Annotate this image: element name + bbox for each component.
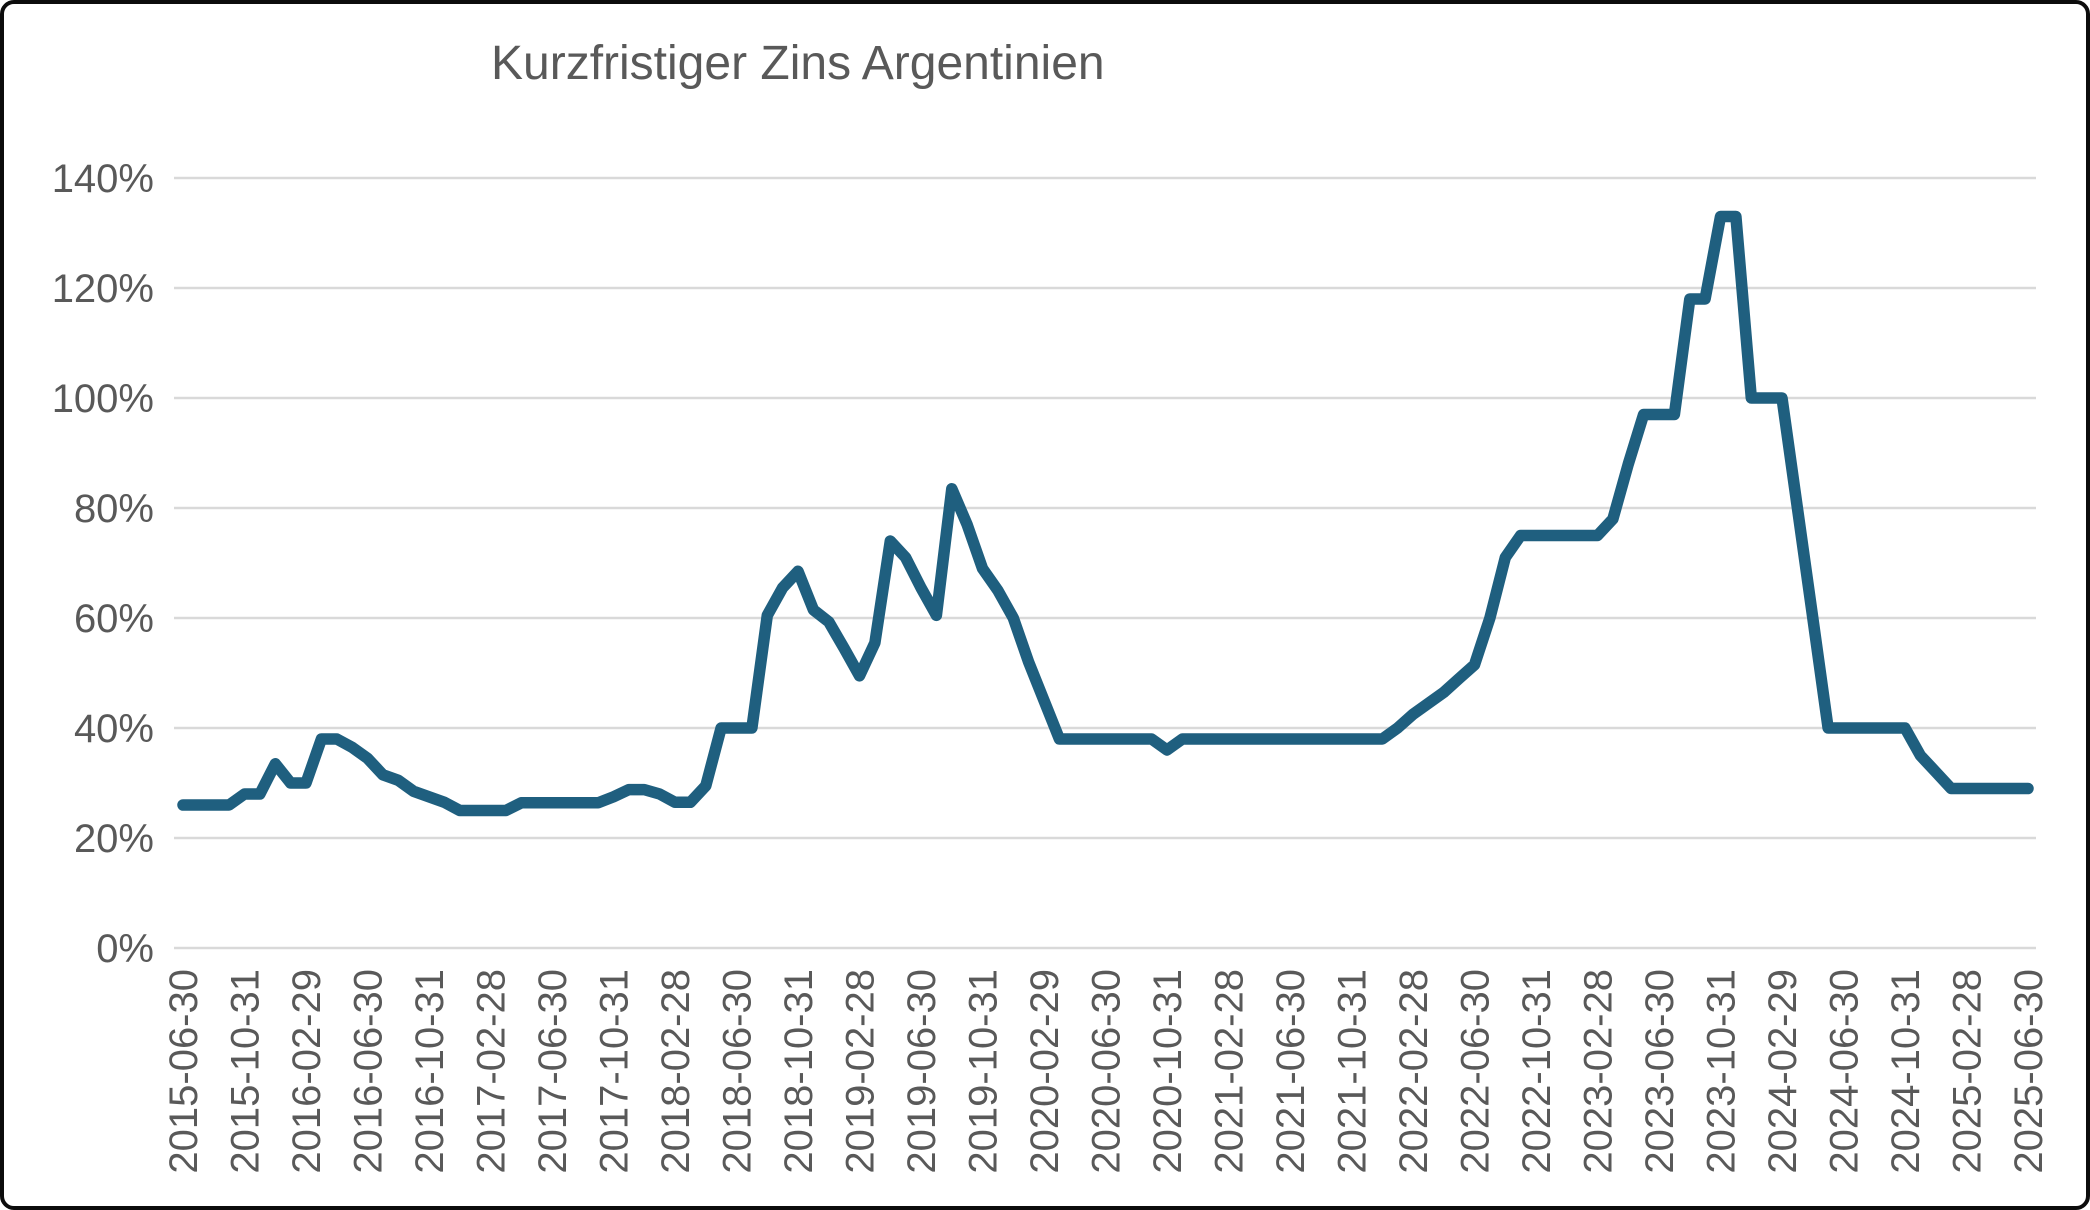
x-axis-tick-label: 2021-10-31	[1331, 969, 1375, 1174]
x-axis-tick-label: 2018-06-30	[716, 969, 760, 1174]
series-line	[177, 210, 2034, 817]
x-axis-tick-label: 2015-10-31	[224, 969, 268, 1174]
x-axis-tick-label: 2021-06-30	[1269, 969, 1313, 1174]
x-axis-tick-label: 2020-02-29	[1023, 969, 1067, 1174]
x-axis-tick-label: 2019-10-31	[962, 969, 1006, 1174]
x-axis-tick-label: 2016-06-30	[347, 969, 391, 1174]
x-axis-tick-label: 2025-02-28	[1946, 969, 1990, 1174]
x-axis-tick-label: 2023-02-28	[1577, 969, 1621, 1174]
x-axis-tick-label: 2016-10-31	[408, 969, 452, 1174]
x-axis-tick-label: 2017-10-31	[593, 969, 637, 1174]
x-axis-tick-label: 2018-10-31	[777, 969, 821, 1174]
chart-title: Kurzfristiger Zins Argentinien	[491, 37, 1105, 90]
y-axis-tick-label: 0%	[96, 927, 154, 971]
y-axis-tick-label: 120%	[52, 267, 154, 311]
x-axis-tick-label: 2022-06-30	[1454, 969, 1498, 1174]
x-axis-tick-label: 2023-06-30	[1638, 969, 1682, 1174]
y-axis-tick-label: 40%	[74, 707, 154, 751]
x-axis-tick-label: 2017-06-30	[531, 969, 575, 1174]
chart-canvas: 0% 20% 40% 60% 80% 100% 120% 140% 2015-06-30 2015…	[52, 157, 2051, 1174]
y-axis-tick-label: 140%	[52, 157, 154, 201]
y-axis-tick-label: 100%	[52, 377, 154, 421]
x-axis-tick-label: 2024-06-30	[1823, 969, 1867, 1174]
x-axis-tick-label: 2023-10-31	[1700, 969, 1744, 1174]
x-axis-tick-label: 2022-02-28	[1392, 969, 1436, 1174]
x-axis-tick-label: 2021-02-28	[1208, 969, 1252, 1174]
x-axis-tick-label: 2016-02-29	[285, 969, 329, 1174]
x-axis-tick-label: 2019-06-30	[900, 969, 944, 1174]
x-axis-tick-label: 2024-10-31	[1884, 969, 1928, 1174]
x-axis-tick-label: 2020-06-30	[1085, 969, 1129, 1174]
x-axis-tick-label: 2025-06-30	[2007, 969, 2051, 1174]
y-axis-tick-label: 80%	[74, 487, 154, 531]
x-axis-tick-label: 2020-10-31	[1146, 969, 1190, 1174]
x-axis-tick-label: 2022-10-31	[1515, 969, 1559, 1174]
x-axis-tick-label: 2019-02-28	[839, 969, 883, 1174]
x-axis-tick-label: 2017-02-28	[470, 969, 514, 1174]
x-axis-tick-label: 2024-02-29	[1761, 969, 1805, 1174]
x-axis-tick-label: 2018-02-28	[654, 969, 698, 1174]
x-axis-tick-label: 2015-06-30	[162, 969, 206, 1174]
y-axis-tick-label: 60%	[74, 597, 154, 641]
y-axis-tick-label: 20%	[74, 817, 154, 861]
